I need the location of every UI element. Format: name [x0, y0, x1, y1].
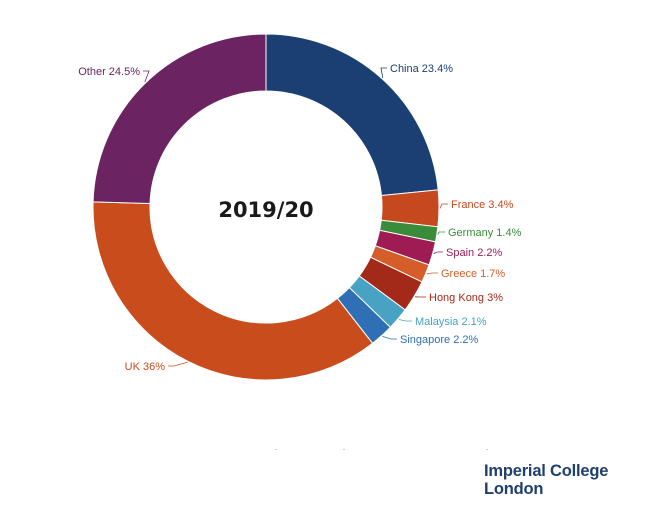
divider-dot [343, 449, 345, 450]
donut-slice-uk [92, 201, 374, 381]
data-label-hong-kong: Hong Kong 3% [429, 292, 503, 304]
leader-line [380, 67, 387, 79]
logo-line-1: Imperial College [484, 462, 609, 480]
leader-line [168, 361, 188, 367]
chart-center-title: 2019/20 [218, 198, 313, 222]
data-label-uk: UK 36% [125, 361, 166, 373]
leader-line [398, 319, 412, 322]
imperial-college-logo: Imperial College London [484, 462, 608, 498]
data-label-china: China 23.4% [390, 63, 453, 75]
divider-dot [486, 449, 488, 450]
leader-line [143, 70, 150, 83]
leader-line [433, 251, 443, 255]
data-label-malaysia: Malaysia 2.1% [415, 316, 487, 328]
leader-line [382, 335, 397, 340]
donut-slices [92, 33, 440, 381]
leader-line [426, 272, 438, 275]
divider-dot [275, 449, 277, 450]
data-label-greece: Greece 1.7% [441, 268, 505, 280]
data-label-germany: Germany 1.4% [448, 227, 522, 239]
data-label-singapore: Singapore 2.2% [400, 334, 478, 346]
leader-line [439, 203, 448, 209]
data-labels: China 23.4% France 3.4% Germany 1.4% Spain … [78, 63, 521, 373]
data-label-spain: Spain 2.2% [446, 247, 502, 259]
data-label-other: Other 24.5% [78, 66, 140, 78]
data-label-france: France 3.4% [451, 199, 514, 211]
logo-line-2: London [484, 480, 544, 498]
donut-slice-other [92, 33, 267, 205]
donut-slice-china [265, 33, 439, 197]
label-leader-lines [143, 67, 448, 367]
leader-line [437, 231, 445, 235]
